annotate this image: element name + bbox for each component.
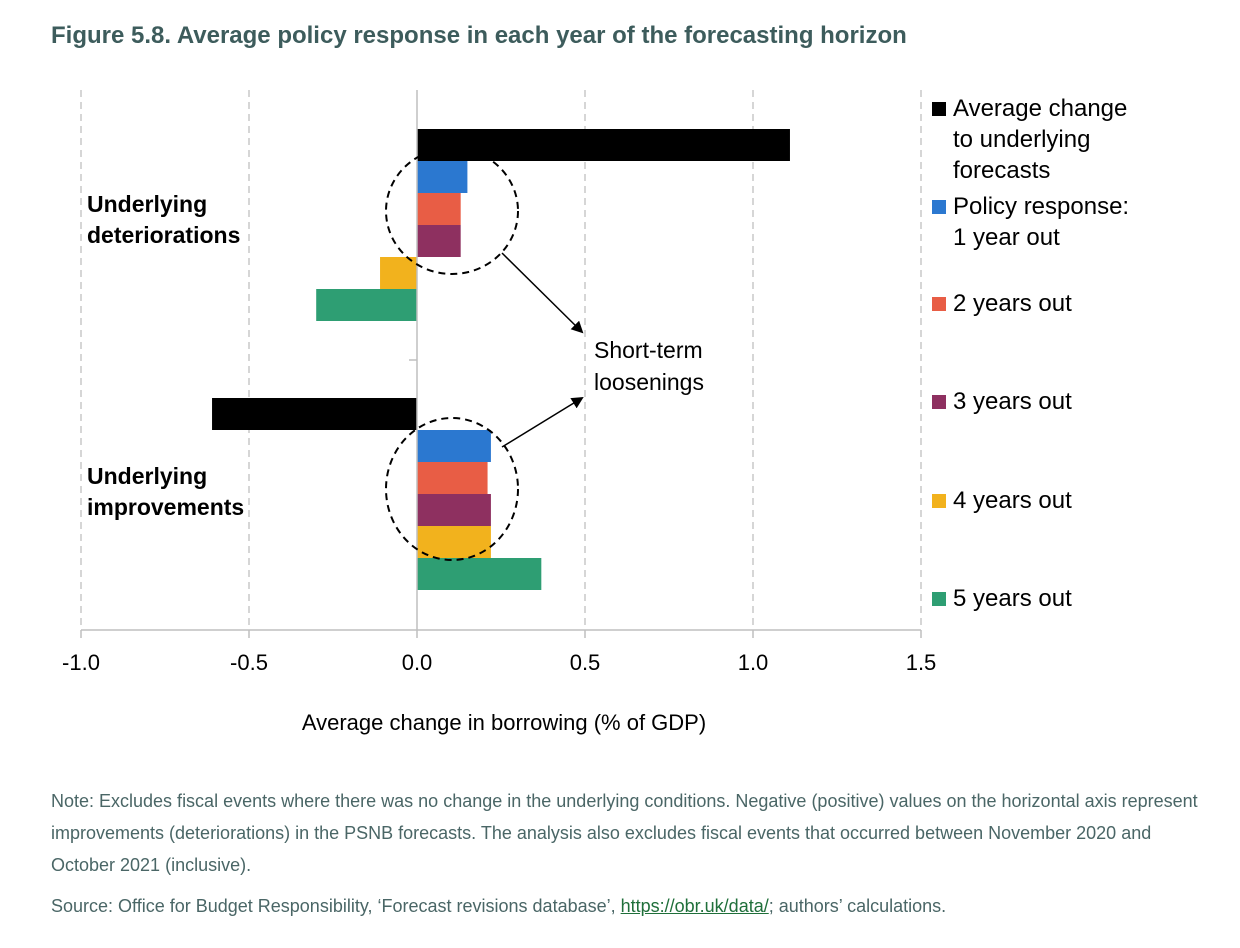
legend-label: Average change (953, 95, 1127, 122)
legend-label: 4 years out (953, 487, 1072, 514)
figure-title: Figure 5.8. Average policy response in e… (51, 22, 907, 49)
x-tick-label: -0.5 (230, 650, 268, 675)
annotations: Short-term loosenings (385, 147, 704, 561)
legend-swatch (932, 102, 946, 116)
highlight-circle-deteriorations (385, 147, 519, 275)
x-tick-label: 0.0 (402, 650, 433, 675)
source-prefix: Source: Office for Budget Responsibility… (51, 896, 621, 916)
x-axis: -1.0 -0.5 0.0 0.5 1.0 1.5 (62, 90, 936, 675)
bar (417, 193, 461, 225)
legend-swatch (932, 200, 946, 214)
legend-label: Policy response: (953, 193, 1129, 220)
bar (417, 462, 488, 494)
x-axis-label: Average change in borrowing (% of GDP) (302, 710, 706, 735)
source-link[interactable]: https://obr.uk/data/ (620, 896, 769, 916)
legend-label: to underlying (953, 126, 1090, 153)
grid-lines (80, 90, 922, 630)
chart: -1.0 -0.5 0.0 0.5 1.0 1.5 Underlying deteriora… (62, 90, 1129, 735)
legend-swatch (932, 494, 946, 508)
bars (212, 129, 790, 590)
bar (417, 526, 491, 558)
x-tick-label: 1.0 (738, 650, 769, 675)
source-suffix: ; authors’ calculations. (768, 896, 947, 916)
bar (212, 398, 417, 430)
x-tick-label: -1.0 (62, 650, 100, 675)
annotation-line-1: Short-term (594, 337, 703, 363)
legend-label: forecasts (953, 157, 1050, 184)
legend-label: 3 years out (953, 388, 1072, 415)
category-labels: Underlying deteriorations Underlying improv… (87, 191, 244, 520)
arrow-lower (501, 396, 584, 448)
highlight-circle-improvements (385, 417, 519, 561)
figure-source: Source: Office for Budget Responsibility… (51, 896, 946, 917)
figure-note: Note: Excludes fiscal events where there… (51, 791, 1198, 875)
bar (417, 129, 790, 161)
bar (316, 289, 417, 321)
bar (417, 494, 491, 526)
category-label: Underlying (87, 191, 207, 217)
legend-label: 5 years out (953, 585, 1072, 612)
bar (417, 161, 468, 193)
x-tick-label: 0.5 (570, 650, 601, 675)
annotation-line-2: loosenings (594, 369, 704, 395)
legend: Average change to underlying forecasts Poli… (932, 95, 1129, 612)
x-tick-label: 1.5 (906, 650, 937, 675)
category-label: deteriorations (87, 222, 240, 248)
legend-swatch (932, 395, 946, 409)
legend-swatch (932, 592, 946, 606)
category-label: improvements (87, 494, 244, 520)
legend-label: 1 year out (953, 224, 1060, 251)
category-label: Underlying (87, 463, 207, 489)
legend-swatch (932, 297, 946, 311)
bar (380, 257, 417, 289)
legend-label: 2 years out (953, 290, 1072, 317)
arrow-upper (501, 252, 584, 334)
bar (417, 558, 542, 590)
bar (417, 430, 491, 462)
bar (417, 225, 461, 257)
